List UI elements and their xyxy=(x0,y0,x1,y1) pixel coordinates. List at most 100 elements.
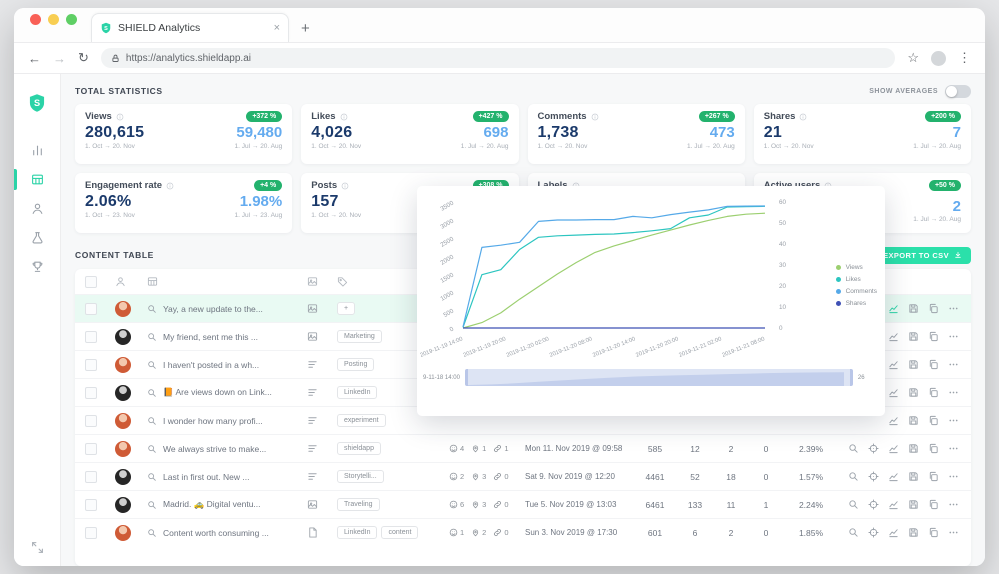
row-target-icon[interactable] xyxy=(868,443,879,454)
browser-profile-avatar[interactable] xyxy=(931,51,946,66)
row-save-icon[interactable] xyxy=(908,359,919,370)
row-target-icon[interactable] xyxy=(868,499,879,510)
row-search-icon[interactable] xyxy=(848,499,859,510)
reload-icon[interactable]: ↻ xyxy=(78,50,89,66)
search-icon[interactable] xyxy=(147,472,157,482)
row-copy-icon[interactable] xyxy=(928,331,939,342)
row-search-icon[interactable] xyxy=(848,527,859,538)
forward-icon[interactable]: → xyxy=(53,51,66,66)
row-chart-icon[interactable] xyxy=(888,331,899,342)
label-tag[interactable]: Marketing xyxy=(337,330,382,343)
sidebar-item-dashboard[interactable] xyxy=(14,136,60,165)
row-chart-icon[interactable] xyxy=(888,387,899,398)
row-checkbox[interactable] xyxy=(85,527,97,539)
select-all-checkbox[interactable] xyxy=(85,276,97,288)
minimize-window-button[interactable] xyxy=(48,14,59,25)
label-tag[interactable]: Posting xyxy=(337,358,374,371)
sidebar-item-profile[interactable] xyxy=(14,194,60,223)
info-icon[interactable] xyxy=(341,182,349,190)
row-save-icon[interactable] xyxy=(908,471,919,482)
row-checkbox[interactable] xyxy=(85,359,97,371)
tab-close-icon[interactable]: × xyxy=(274,22,280,34)
bookmark-star-icon[interactable]: ☆ xyxy=(907,50,919,66)
row-copy-icon[interactable] xyxy=(928,499,939,510)
maximize-window-button[interactable] xyxy=(66,14,77,25)
search-icon[interactable] xyxy=(147,528,157,538)
search-icon[interactable] xyxy=(147,388,157,398)
row-more-icon[interactable] xyxy=(948,387,959,398)
search-icon[interactable] xyxy=(147,304,157,314)
row-search-icon[interactable] xyxy=(848,443,859,454)
row-chart-icon[interactable] xyxy=(888,527,899,538)
label-tag[interactable]: experiment xyxy=(337,414,386,427)
row-more-icon[interactable] xyxy=(948,471,959,482)
label-tag[interactable]: LinkedIn xyxy=(337,386,377,399)
row-checkbox[interactable] xyxy=(85,499,97,511)
info-icon[interactable] xyxy=(340,113,348,121)
row-save-icon[interactable] xyxy=(908,331,919,342)
row-save-icon[interactable] xyxy=(908,303,919,314)
table-row[interactable]: Content worth consuming ... LinkedIncont… xyxy=(75,518,971,546)
legend-item[interactable]: Likes xyxy=(836,276,877,283)
row-save-icon[interactable] xyxy=(908,443,919,454)
info-icon[interactable] xyxy=(116,113,124,121)
close-window-button[interactable] xyxy=(30,14,41,25)
search-icon[interactable] xyxy=(147,444,157,454)
row-more-icon[interactable] xyxy=(948,527,959,538)
label-tag[interactable]: content xyxy=(381,526,418,539)
sidebar-item-achievements[interactable] xyxy=(14,252,60,281)
row-checkbox[interactable] xyxy=(85,387,97,399)
label-tag[interactable]: Traveling xyxy=(337,498,380,511)
address-bar[interactable]: https://analytics.shieldapp.ai xyxy=(101,48,895,68)
row-copy-icon[interactable] xyxy=(928,527,939,538)
row-copy-icon[interactable] xyxy=(928,443,939,454)
row-more-icon[interactable] xyxy=(948,303,959,314)
row-checkbox[interactable] xyxy=(85,471,97,483)
export-csv-button[interactable]: EXPORT TO CSV xyxy=(874,247,971,264)
row-more-icon[interactable] xyxy=(948,443,959,454)
info-icon[interactable] xyxy=(166,182,174,190)
browser-tab[interactable]: SHIELD Analytics × xyxy=(91,13,289,42)
label-tag[interactable]: + xyxy=(337,302,355,315)
legend-item[interactable]: Shares xyxy=(836,300,877,307)
row-more-icon[interactable] xyxy=(948,415,959,426)
label-tag[interactable]: Storytelli... xyxy=(337,470,384,483)
sidebar-item-content-table[interactable] xyxy=(14,165,60,194)
row-checkbox[interactable] xyxy=(85,303,97,315)
table-row[interactable]: Last in first out. New ... Storytelli...… xyxy=(75,462,971,490)
row-more-icon[interactable] xyxy=(948,331,959,342)
row-chart-icon[interactable] xyxy=(888,415,899,426)
row-more-icon[interactable] xyxy=(948,359,959,370)
search-icon[interactable] xyxy=(147,416,157,426)
row-copy-icon[interactable] xyxy=(928,303,939,314)
row-search-icon[interactable] xyxy=(848,471,859,482)
row-chart-icon[interactable] xyxy=(888,471,899,482)
sidebar-item-experiments[interactable] xyxy=(14,223,60,252)
chart-range-slider[interactable] xyxy=(465,369,853,386)
row-checkbox[interactable] xyxy=(85,415,97,427)
browser-menu-icon[interactable]: ⋮ xyxy=(958,50,971,66)
row-save-icon[interactable] xyxy=(908,527,919,538)
legend-item[interactable]: Views xyxy=(836,264,877,271)
row-copy-icon[interactable] xyxy=(928,387,939,398)
row-checkbox[interactable] xyxy=(85,443,97,455)
row-checkbox[interactable] xyxy=(85,331,97,343)
info-icon[interactable] xyxy=(591,113,599,121)
label-tag[interactable]: shieldapp xyxy=(337,442,381,455)
back-icon[interactable]: ← xyxy=(28,51,41,66)
show-averages-toggle[interactable] xyxy=(945,85,971,98)
row-target-icon[interactable] xyxy=(868,471,879,482)
row-save-icon[interactable] xyxy=(908,387,919,398)
new-tab-button[interactable]: + xyxy=(301,20,310,37)
row-copy-icon[interactable] xyxy=(928,415,939,426)
row-copy-icon[interactable] xyxy=(928,359,939,370)
row-save-icon[interactable] xyxy=(908,415,919,426)
row-save-icon[interactable] xyxy=(908,499,919,510)
search-icon[interactable] xyxy=(147,500,157,510)
row-chart-icon[interactable] xyxy=(888,359,899,370)
search-icon[interactable] xyxy=(147,360,157,370)
row-chart-icon[interactable] xyxy=(888,443,899,454)
label-tag[interactable]: LinkedIn xyxy=(337,526,377,539)
sidebar-collapse-button[interactable] xyxy=(14,529,60,566)
table-row[interactable]: Madrid. 🚕 Digital ventu... Traveling 6 3… xyxy=(75,490,971,518)
